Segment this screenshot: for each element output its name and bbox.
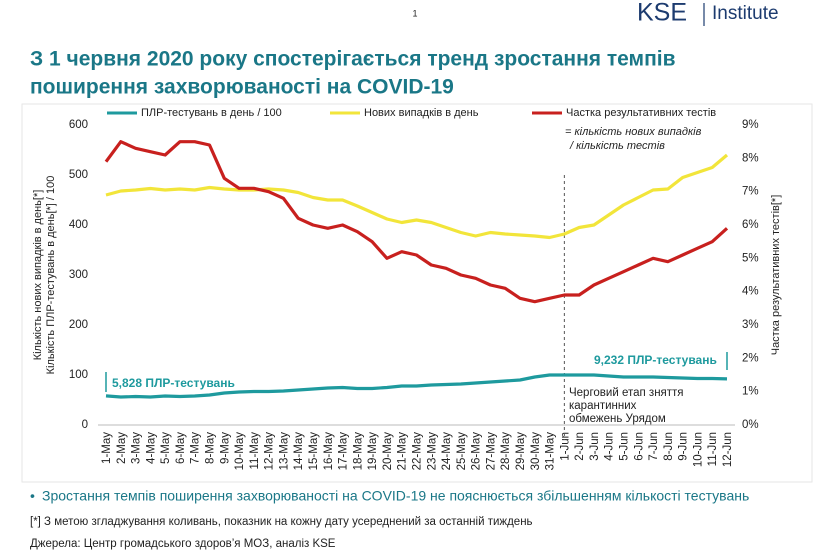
x-tick-label: 9-Jun <box>678 432 690 461</box>
y-tick-label: 100 <box>69 369 88 381</box>
y-axis-label: Кількість нових випадків в день[*] <box>32 190 44 361</box>
legend-label: Нових випадків в день <box>364 107 479 119</box>
title-line: З 1 червня 2020 року спостерігається тре… <box>30 48 676 71</box>
x-tick-label: 17-May <box>338 432 350 471</box>
x-tick-label: 4-May <box>145 432 157 464</box>
x-tick-label: 30-May <box>530 432 542 471</box>
x-tick-label: 23-May <box>426 432 438 471</box>
x-tick-label: 18-May <box>352 432 364 471</box>
x-tick-label: 25-May <box>456 432 468 471</box>
x-tick-label: 2-Jun <box>574 432 586 461</box>
annotation: карантинних <box>569 400 637 412</box>
bullet-text: Зростання темпів поширення захворюваност… <box>42 488 749 504</box>
y2-tick-label: 5% <box>742 252 759 264</box>
x-tick-label: 6-May <box>175 432 187 464</box>
y2-tick-label: 3% <box>742 319 759 331</box>
x-tick-label: 8-May <box>205 432 217 464</box>
x-tick-label: 3-May <box>131 432 143 464</box>
x-tick-label: 19-May <box>367 432 379 471</box>
x-tick-label: 3-Jun <box>589 432 601 461</box>
y2-tick-label: 2% <box>742 352 759 364</box>
x-tick-label: 8-Jun <box>663 432 675 461</box>
y2-tick-label: 4% <box>742 286 759 298</box>
chart-frame <box>21 103 813 483</box>
ratio-note: / кількість тестів <box>569 140 665 152</box>
x-tick-label: 26-May <box>471 432 483 471</box>
y-tick-label: 600 <box>69 119 88 131</box>
x-tick-label: 7-Jun <box>648 432 660 461</box>
x-tick-label: 27-May <box>485 432 497 471</box>
y2-tick-label: 7% <box>742 186 759 198</box>
annotation: 9,232 ПЛР-тестувань <box>594 353 717 367</box>
legend-label: ПЛР-тестувань в день / 100 <box>141 107 282 119</box>
y-axis-label: Кількість ПЛР-тестувань в день[*] / 100 <box>45 176 57 375</box>
y2-tick-label: 0% <box>742 419 759 431</box>
y2-tick-label: 6% <box>742 219 759 231</box>
x-tick-label: 15-May <box>308 432 320 471</box>
series-line <box>104 140 729 304</box>
y-tick-label: 500 <box>69 169 88 181</box>
x-tick-label: 21-May <box>397 432 409 471</box>
x-tick-label: 31-May <box>545 432 557 471</box>
annotation: 5,828 ПЛР-тестувань <box>112 376 235 390</box>
x-tick-label: 14-May <box>293 432 305 471</box>
title-line: поширення захворюваності на COVID-19 <box>30 76 454 99</box>
x-tick-label: 10-May <box>234 432 246 471</box>
x-tick-label: 11-Jun <box>707 432 719 466</box>
x-tick-label: 2-May <box>116 432 128 464</box>
footnote: [*] З метою згладжування коливань, показ… <box>30 516 533 528</box>
x-tick-label: 6-Jun <box>633 432 645 461</box>
series-line <box>105 373 728 399</box>
series-line <box>105 153 729 240</box>
brand-sub: Institute <box>712 3 779 24</box>
x-tick-label: 28-May <box>500 432 512 471</box>
x-tick-label: 10-Jun <box>692 432 704 467</box>
x-tick-label: 11-May <box>249 432 261 470</box>
legend-label: Частка результативних тестів <box>566 107 716 119</box>
annotation: Черговий етап зняття <box>569 387 684 399</box>
x-tick-label: 9-May <box>219 432 231 464</box>
x-tick-label: 4-Jun <box>604 432 616 461</box>
annotation: обмежень Урядом <box>569 413 666 425</box>
y-tick-label: 0 <box>82 419 88 431</box>
x-tick-label: 5-Jun <box>619 432 631 461</box>
y2-axis-label: Частка результативних тестів[*] <box>770 195 782 356</box>
x-tick-label: 5-May <box>160 432 172 464</box>
y-tick-label: 400 <box>69 219 88 231</box>
x-tick-label: 12-May <box>264 432 276 471</box>
bullet-mark: • <box>30 488 35 504</box>
ratio-note: = кількість нових випадків <box>565 126 702 138</box>
x-tick-label: 7-May <box>190 432 202 464</box>
y2-tick-label: 8% <box>742 152 759 164</box>
x-tick-label: 1-May <box>101 432 113 464</box>
x-tick-label: 22-May <box>412 432 424 471</box>
y2-tick-label: 1% <box>742 386 759 398</box>
x-tick-label: 20-May <box>382 432 394 471</box>
y2-tick-label: 9% <box>742 119 759 131</box>
x-tick-label: 16-May <box>323 432 335 471</box>
page-number: 1 <box>412 8 417 18</box>
y-tick-label: 300 <box>69 269 88 281</box>
x-tick-label: 12-Jun <box>722 432 734 467</box>
x-tick-label: 13-May <box>278 432 290 471</box>
x-tick-label: 1-Jun <box>559 432 571 461</box>
source: Джерела: Центр громадського здоров’я МОЗ… <box>30 538 336 550</box>
y-tick-label: 200 <box>69 319 88 331</box>
x-tick-label: 29-May <box>515 432 527 471</box>
brand: KSE <box>637 0 687 27</box>
x-tick-label: 24-May <box>441 432 453 471</box>
